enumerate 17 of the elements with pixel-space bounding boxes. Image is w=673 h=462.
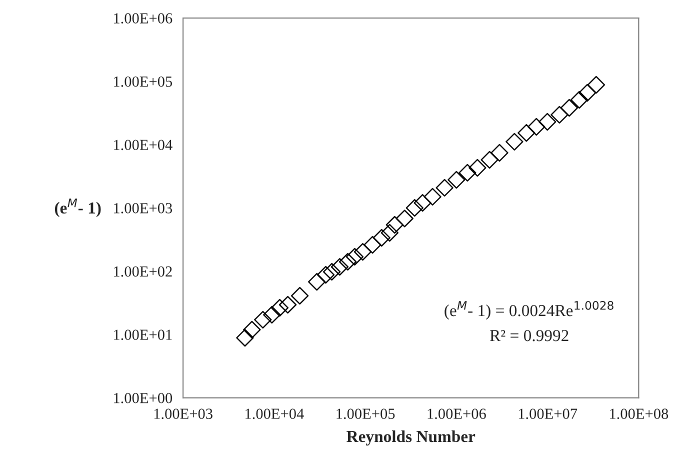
x-tick-label: 1.00E+04 — [246, 408, 304, 420]
y-tick-label: 1.00E+05 — [114, 76, 172, 87]
y-tick-label: 1.00E+01 — [114, 330, 172, 340]
x-tick-label: 1.00E+07 — [518, 408, 578, 420]
annotation: (e$^{M}$- 1) = 0.0024Re$^{1.0028}$ — [444, 301, 614, 320]
annotation: R² = 0.9992 — [490, 330, 568, 342]
y-tick-label: 1.00E+03 — [114, 203, 172, 214]
y-tick-label: 1.00E+04 — [114, 140, 172, 150]
y-tick-label: 1.00E+02 — [114, 266, 172, 277]
x-tick-label: 1.00E+05 — [336, 408, 395, 420]
x-axis-title: Reynolds Number — [346, 430, 476, 446]
y-tick-label: 1.00E+00 — [114, 392, 172, 404]
y-tick-label: 1.00E+06 — [114, 13, 172, 24]
x-tick-label: 1.00E+08 — [610, 408, 668, 420]
x-tick-label: 1.00E+03 — [154, 408, 212, 420]
y-axis-title: (e$^{M}$- 1) — [54, 198, 101, 217]
x-tick-label: 1.00E+06 — [428, 408, 486, 420]
